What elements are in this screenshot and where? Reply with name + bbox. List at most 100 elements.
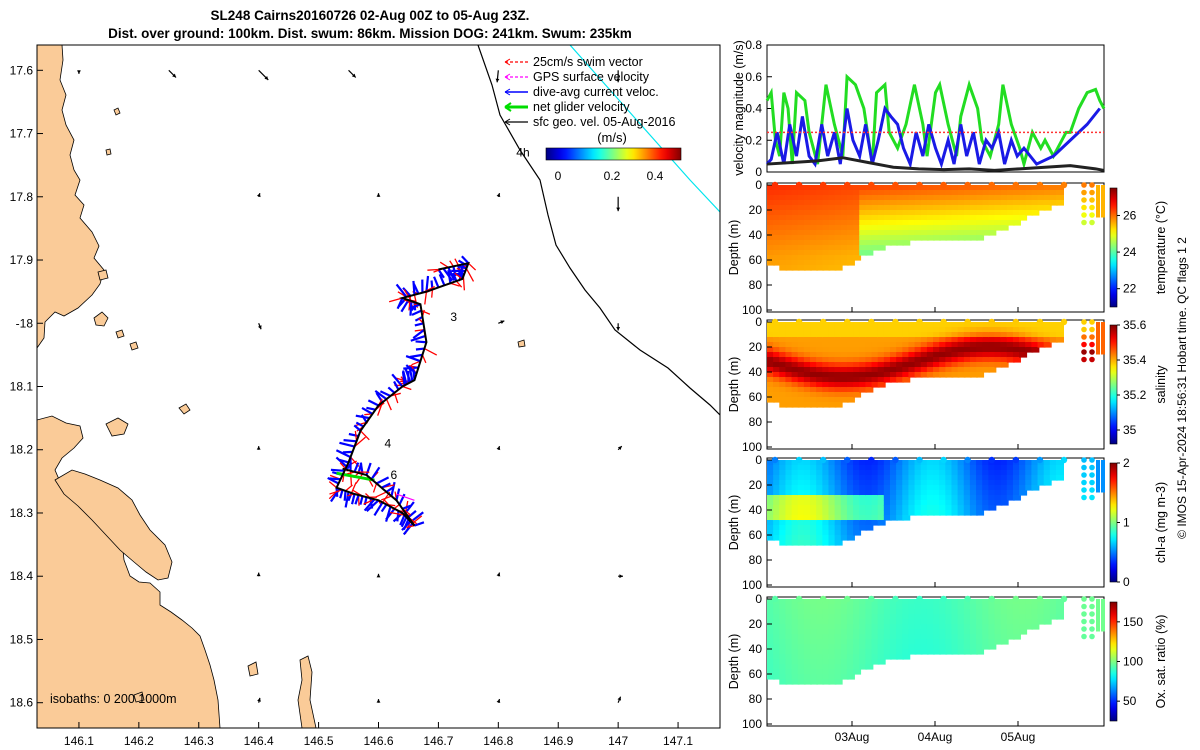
section-cell xyxy=(969,500,978,506)
section-cell xyxy=(1019,460,1028,466)
section-cell xyxy=(926,604,935,610)
section-cell xyxy=(853,649,862,655)
section-cell xyxy=(976,372,985,378)
section-cell xyxy=(945,465,954,471)
section-cell xyxy=(920,372,929,378)
section-cell xyxy=(883,495,892,501)
section-cell xyxy=(883,372,892,378)
section-cell xyxy=(889,515,898,521)
section-cell xyxy=(785,240,794,246)
section-cell xyxy=(939,327,948,333)
section-cell xyxy=(976,347,985,353)
section-cell xyxy=(846,332,855,338)
section-cell xyxy=(1012,195,1021,201)
section-cell xyxy=(1056,337,1064,343)
section-cell xyxy=(803,347,812,353)
section-cell xyxy=(877,520,886,526)
section-profile-sample xyxy=(1089,204,1095,211)
section-cell xyxy=(846,240,855,246)
section-cell xyxy=(902,480,911,486)
section-cell xyxy=(889,377,898,383)
section-surface-sample xyxy=(795,318,803,326)
section-cell xyxy=(816,327,825,333)
section-profile-sample xyxy=(1081,189,1087,196)
section-cell xyxy=(957,490,966,496)
section-cell xyxy=(840,485,849,491)
section-cell xyxy=(834,240,843,246)
section-cell xyxy=(883,337,892,343)
section-cell xyxy=(791,205,800,211)
section-cell xyxy=(1043,599,1052,605)
section-cell xyxy=(791,210,800,216)
section-cell xyxy=(810,664,819,670)
section-cell xyxy=(914,485,923,491)
section-cell xyxy=(803,382,812,388)
section-cell xyxy=(908,470,917,476)
section-cell xyxy=(945,614,954,620)
section-cell xyxy=(846,639,855,645)
section-cell xyxy=(840,185,849,191)
section-cell xyxy=(933,485,942,491)
section-cell xyxy=(1000,609,1009,615)
section-cell xyxy=(1006,629,1015,635)
section-cell xyxy=(969,327,978,333)
section-cell xyxy=(933,190,942,196)
section-cell xyxy=(988,639,997,645)
section-cell xyxy=(859,357,868,363)
section-cell xyxy=(988,337,997,343)
section-cell xyxy=(908,372,917,378)
swim-vector xyxy=(455,280,463,288)
section-cell xyxy=(785,392,794,398)
geo-vector-head xyxy=(264,76,269,80)
section-cell xyxy=(834,250,843,256)
section-cell xyxy=(791,347,800,353)
section-cell xyxy=(779,634,788,640)
section-profile-sample xyxy=(1089,341,1095,348)
section-cell xyxy=(816,495,825,501)
section-cell xyxy=(896,230,905,236)
section-cell xyxy=(1043,205,1052,211)
section-surface-sample xyxy=(771,181,779,189)
dive-avg-current-vector xyxy=(339,489,344,499)
section-cell xyxy=(926,337,935,343)
section-cell xyxy=(926,367,935,373)
section-cell xyxy=(797,342,806,348)
section-cell xyxy=(1012,470,1021,476)
section-cell xyxy=(939,352,948,358)
section-cell xyxy=(828,460,837,466)
section-cell xyxy=(865,225,874,231)
section-cell xyxy=(773,480,782,486)
section-cell xyxy=(908,490,917,496)
section-cell xyxy=(988,195,997,201)
section-cell xyxy=(859,230,868,236)
section-cell xyxy=(846,614,855,620)
section-cell xyxy=(957,500,966,506)
dive-avg-current-vector xyxy=(395,283,408,298)
map-xtick-label: 146.2 xyxy=(124,734,154,748)
section-cell xyxy=(877,599,886,605)
section-cell xyxy=(908,649,917,655)
section-cell xyxy=(889,200,898,206)
section-cell xyxy=(859,629,868,635)
dive-avg-current-vector xyxy=(396,297,404,310)
section-cell xyxy=(902,500,911,506)
section-cell xyxy=(828,490,837,496)
section-cell xyxy=(865,332,874,338)
section-cell xyxy=(859,480,868,486)
section-cell xyxy=(957,352,966,358)
section-cell xyxy=(822,387,831,393)
section-cell xyxy=(785,485,794,491)
section-cell xyxy=(846,397,855,403)
section-cell xyxy=(982,342,991,348)
section-cell xyxy=(1000,634,1009,640)
section-cell xyxy=(945,190,954,196)
section-cell xyxy=(1049,604,1058,610)
section-cell xyxy=(767,347,775,353)
section-cell xyxy=(883,629,892,635)
section-cell xyxy=(779,659,788,665)
figure-title-line1: SL248 Cairns20160726 02-Aug 00Z to 05-Au… xyxy=(210,8,530,23)
section-cell xyxy=(797,604,806,610)
section-cell xyxy=(926,200,935,206)
section-cell xyxy=(933,619,942,625)
